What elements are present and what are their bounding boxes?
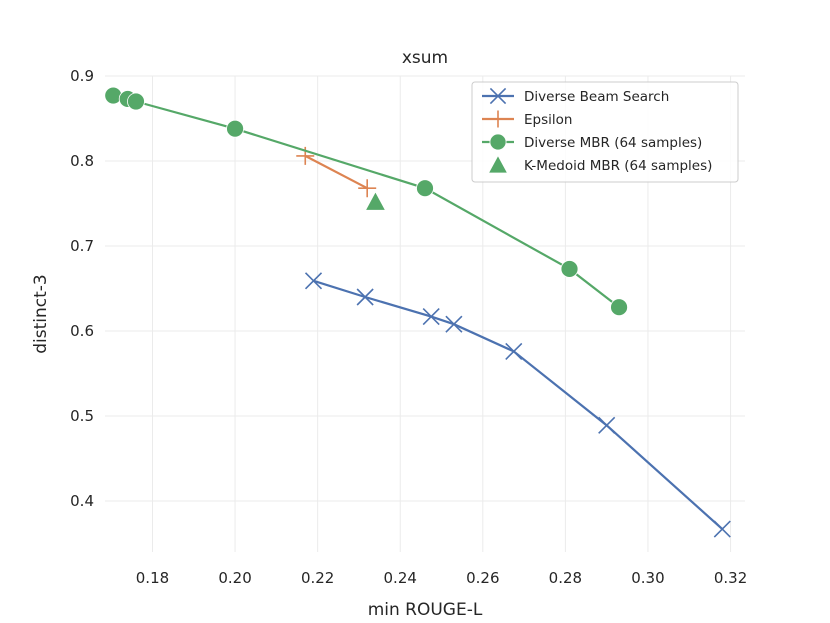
series-diverse-mbr-64-samples <box>104 86 628 317</box>
y-tick-label: 0.4 <box>70 492 94 510</box>
x-tick-label: 0.18 <box>136 569 169 587</box>
y-tick-label: 0.7 <box>70 237 94 255</box>
y-tick-label: 0.8 <box>70 152 94 170</box>
triangle-marker <box>364 190 387 211</box>
series-layer <box>104 86 731 538</box>
x-tick-label: 0.20 <box>218 569 251 587</box>
x-marker <box>505 342 523 360</box>
series-diverse-beam-search <box>304 272 731 538</box>
legend-box <box>471 81 739 183</box>
circle-marker <box>610 298 628 317</box>
x-tick-label: 0.30 <box>631 569 664 587</box>
x-marker <box>489 87 507 105</box>
x-tick-label: 0.28 <box>549 569 582 587</box>
circle-marker <box>560 260 579 278</box>
axes: 0.4 0.5 0.6 0.7 0.8 0.9 0.18 0.20 0.22 0.24 0.26 0.… <box>70 67 747 587</box>
triangle-marker <box>487 154 509 174</box>
x-marker <box>304 272 323 290</box>
circle-marker <box>489 133 507 151</box>
y-axis-label: distinct-3 <box>31 274 51 354</box>
x-tick-label: 0.24 <box>384 569 417 587</box>
chart-title: xsum <box>402 48 448 68</box>
x-tick-label: 0.22 <box>301 569 334 587</box>
series-line <box>304 154 368 190</box>
x-marker <box>713 520 731 538</box>
legend: Diverse Beam Search Epsilon Diverse MBR (6… <box>471 81 739 183</box>
x-tick-label: 0.26 <box>466 569 499 587</box>
x-tick-label: 0.32 <box>714 569 747 587</box>
x-marker <box>598 416 616 434</box>
x-marker <box>356 288 374 306</box>
legend-label: Epsilon <box>524 112 572 128</box>
y-tick-label: 0.9 <box>70 67 94 85</box>
legend-item: Epsilon <box>482 110 572 128</box>
circle-marker <box>416 179 434 198</box>
x-axis-label: min ROUGE-L <box>368 600 483 620</box>
legend-label: K-Medoid MBR (64 samples) <box>524 158 712 174</box>
x-marker <box>422 307 440 326</box>
legend-item: Diverse Beam Search <box>482 87 669 105</box>
y-tick-label: 0.5 <box>70 407 94 425</box>
legend-label: Diverse Beam Search <box>524 89 669 105</box>
legend-item: Diverse MBR (64 samples) <box>482 133 702 151</box>
legend-item: K-Medoid MBR (64 samples) <box>487 154 712 174</box>
series-k-medoid-mbr-64-samples <box>364 190 387 211</box>
circle-marker <box>226 119 244 138</box>
plus-marker <box>489 110 507 128</box>
y-tick-label: 0.6 <box>70 322 94 340</box>
legend-label: Diverse MBR (64 samples) <box>524 135 702 151</box>
x-marker <box>445 315 463 333</box>
circle-marker <box>127 92 145 111</box>
plus-marker <box>358 179 377 198</box>
